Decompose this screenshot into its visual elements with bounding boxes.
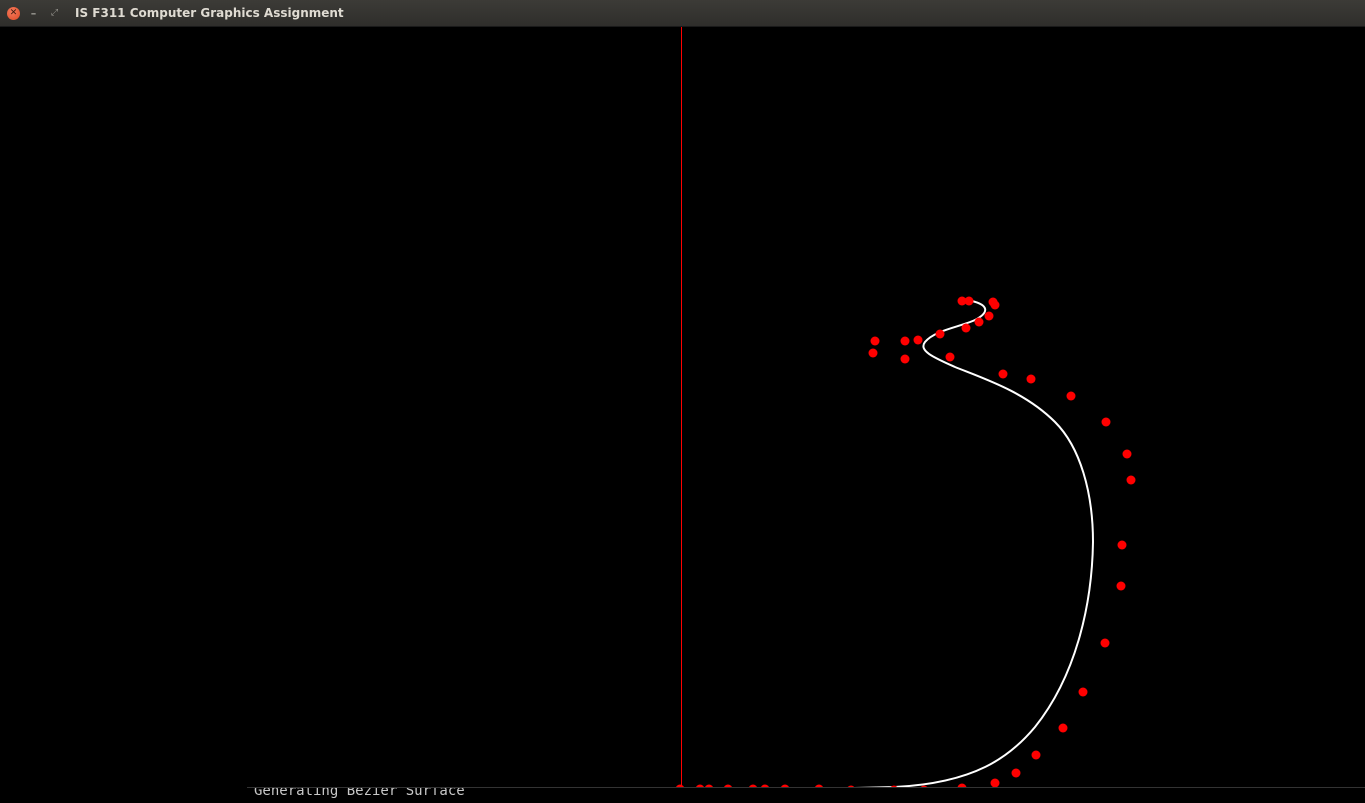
control-point[interactable]	[913, 335, 923, 345]
minimize-icon[interactable]: –	[30, 7, 37, 20]
control-point[interactable]	[988, 297, 998, 307]
bezier-curve	[679, 299, 1095, 790]
control-points	[675, 296, 1136, 795]
control-point[interactable]	[945, 352, 955, 362]
drawing-surface[interactable]	[0, 27, 1365, 798]
control-point[interactable]	[961, 323, 971, 333]
window-title: IS F311 Computer Graphics Assignment	[75, 6, 344, 20]
control-point[interactable]	[998, 369, 1008, 379]
control-point[interactable]	[868, 348, 878, 358]
control-point[interactable]	[900, 336, 910, 346]
control-point[interactable]	[870, 336, 880, 346]
control-point[interactable]	[990, 778, 1000, 788]
control-point[interactable]	[964, 296, 974, 306]
control-point[interactable]	[1126, 475, 1136, 485]
console-text: Generating Bezier Surface	[254, 787, 465, 798]
close-icon[interactable]: ✕	[7, 7, 20, 20]
control-point[interactable]	[900, 354, 910, 364]
control-point[interactable]	[974, 317, 984, 327]
title-bar[interactable]: ✕ – ⤢ IS F311 Computer Graphics Assignme…	[0, 0, 1365, 27]
control-point[interactable]	[984, 311, 994, 321]
control-point[interactable]	[1100, 638, 1110, 648]
control-point[interactable]	[1116, 581, 1126, 591]
control-point[interactable]	[1078, 687, 1088, 697]
control-point[interactable]	[935, 329, 945, 339]
control-point[interactable]	[1101, 417, 1111, 427]
control-point[interactable]	[1026, 374, 1036, 384]
console-output: Generating Bezier Surface	[247, 787, 1365, 798]
control-point[interactable]	[1066, 391, 1076, 401]
control-point[interactable]	[957, 296, 967, 306]
maximize-icon[interactable]: ⤢	[50, 8, 59, 18]
control-point[interactable]	[1122, 449, 1132, 459]
drawing-canvas[interactable]	[0, 27, 1365, 798]
control-point[interactable]	[1058, 723, 1068, 733]
control-point[interactable]	[1011, 768, 1021, 778]
control-point[interactable]	[1117, 540, 1127, 550]
control-point[interactable]	[1031, 750, 1041, 760]
